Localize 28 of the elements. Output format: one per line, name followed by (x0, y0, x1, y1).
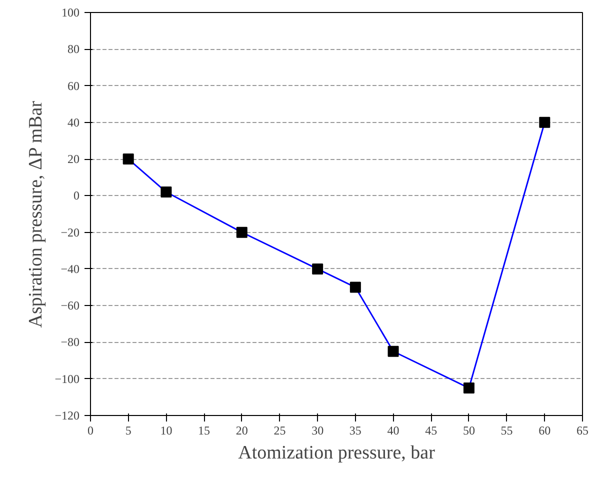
x-tick-label: 15 (198, 424, 210, 438)
x-tick-label: 45 (425, 424, 438, 438)
x-tick-label: 60 (538, 424, 551, 438)
x-tick-label: 10 (160, 424, 172, 438)
y-tick-label: 100 (62, 6, 80, 20)
y-tick-label: 60 (68, 78, 80, 93)
y-tick-label: −20 (60, 225, 80, 240)
y-tick-label: −100 (54, 372, 80, 386)
x-tick-label: 40 (387, 424, 400, 438)
x-tick-label: 35 (349, 424, 362, 438)
y-tick-label: 20 (68, 152, 80, 166)
x-tick-label: 0 (88, 424, 94, 438)
y-tick-label: −80 (60, 335, 80, 350)
x-tick-label: 65 (576, 424, 588, 438)
y-tick-label: −40 (60, 262, 80, 276)
x-axis-title: Atomization pressure, bar (238, 442, 436, 464)
x-tick-label: 5 (125, 424, 132, 438)
x-tick-label: 20 (236, 424, 248, 438)
y-tick-label: 80 (68, 42, 80, 56)
x-tick-label: 50 (462, 424, 475, 438)
y-tick-label: 40 (68, 115, 80, 130)
x-tick-label: 30 (312, 424, 324, 438)
y-tick-label: −120 (54, 408, 80, 422)
y-tick-label: 0 (74, 188, 80, 203)
y-axis-title: Aspiration pressure, ΔP mBar (26, 100, 47, 328)
y-tick-label: −60 (60, 298, 80, 313)
x-tick-label: 25 (274, 424, 286, 438)
x-tick-label: 55 (500, 424, 513, 438)
